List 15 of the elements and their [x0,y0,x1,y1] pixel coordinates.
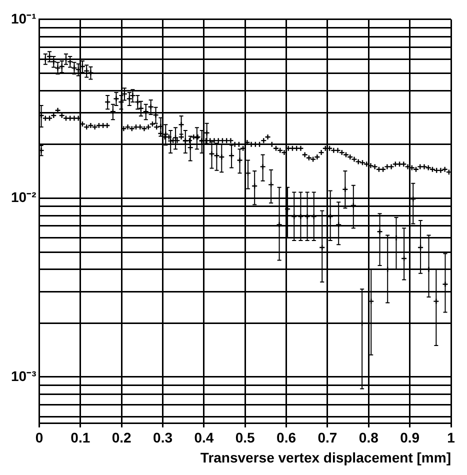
x-tick-label: 0.7 [318,430,338,446]
x-tick-label: 0.9 [400,430,420,446]
y-tick-label: 10⁻³ [11,368,37,384]
x-tick-label: 0.4 [194,430,214,446]
x-tick-label: 0.1 [70,430,90,446]
x-tick-label: 0.8 [358,430,379,446]
x-tick-label: 1 [447,430,456,446]
y-tick-label: 10⁻² [11,189,37,206]
x-tick-label: 0.3 [153,430,173,446]
x-axis-title: Transverse vertex displacement [mm] [200,449,451,466]
x-tick-label: 0 [35,430,44,446]
x-tick-label: 0.6 [276,430,296,446]
x-tick-label: 0.2 [112,430,132,446]
y-tick-label: 10⁻¹ [11,10,37,26]
x-tick-label: 0.5 [235,430,256,446]
